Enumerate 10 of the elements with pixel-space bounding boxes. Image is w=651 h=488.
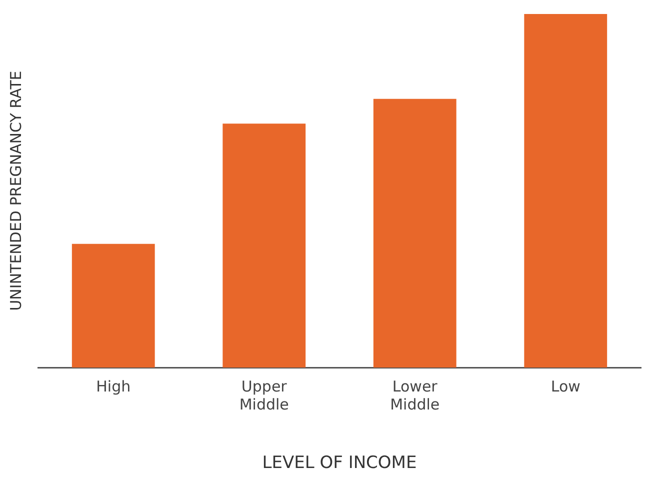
y-axis-title: UNINTENDED PREGNANCY RATE [6,70,25,311]
x-tick-label: Lower Middle [390,377,440,414]
bar [222,124,306,368]
bar [524,14,608,368]
bar [72,244,155,368]
x-tick-label: Low [550,377,580,396]
x-axis-title: LEVEL OF INCOME [262,453,417,474]
x-tick-label: High [96,377,131,396]
bar [373,98,456,368]
x-tick-label: Upper Middle [239,377,289,414]
